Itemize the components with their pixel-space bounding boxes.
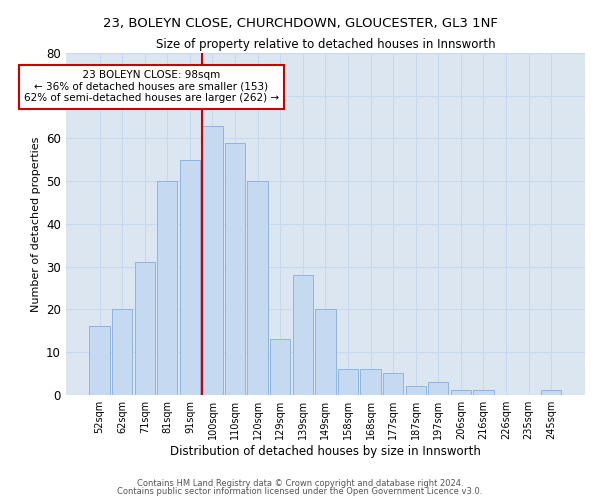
X-axis label: Distribution of detached houses by size in Innsworth: Distribution of detached houses by size … — [170, 444, 481, 458]
Bar — [157, 181, 178, 394]
Bar — [112, 310, 133, 394]
Bar — [225, 142, 245, 394]
Bar — [473, 390, 494, 394]
Y-axis label: Number of detached properties: Number of detached properties — [31, 136, 41, 312]
Bar — [202, 126, 223, 394]
Bar — [134, 262, 155, 394]
Bar — [428, 382, 448, 394]
Bar — [451, 390, 471, 394]
Text: 23, BOLEYN CLOSE, CHURCHDOWN, GLOUCESTER, GL3 1NF: 23, BOLEYN CLOSE, CHURCHDOWN, GLOUCESTER… — [103, 18, 497, 30]
Text: Contains HM Land Registry data © Crown copyright and database right 2024.: Contains HM Land Registry data © Crown c… — [137, 478, 463, 488]
Text: Contains public sector information licensed under the Open Government Licence v3: Contains public sector information licen… — [118, 487, 482, 496]
Title: Size of property relative to detached houses in Innsworth: Size of property relative to detached ho… — [155, 38, 495, 51]
Bar — [361, 369, 381, 394]
Bar — [338, 369, 358, 394]
Bar — [270, 339, 290, 394]
Bar — [383, 374, 403, 394]
Bar — [180, 160, 200, 394]
Bar — [315, 310, 335, 394]
Bar — [406, 386, 426, 394]
Bar — [293, 275, 313, 394]
Bar — [541, 390, 562, 394]
Bar — [89, 326, 110, 394]
Bar — [247, 181, 268, 394]
Text: 23 BOLEYN CLOSE: 98sqm  
← 36% of detached houses are smaller (153)
62% of semi-: 23 BOLEYN CLOSE: 98sqm ← 36% of detached… — [24, 70, 279, 103]
